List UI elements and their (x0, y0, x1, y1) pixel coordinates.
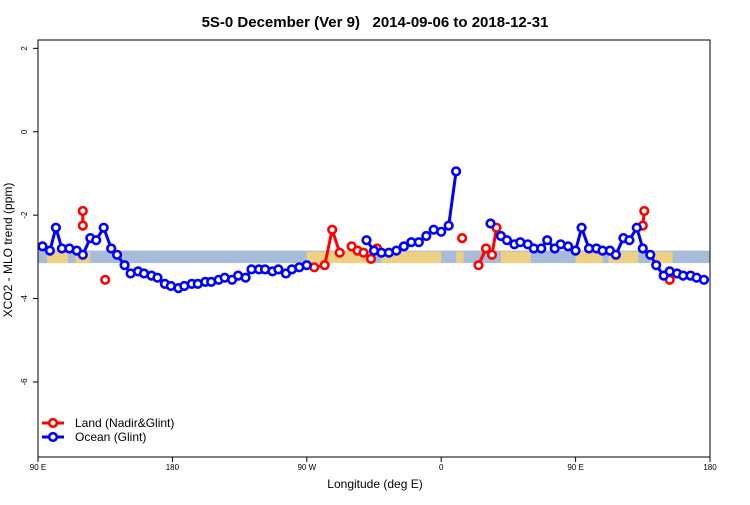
legend-land-marker (47, 417, 59, 429)
land-point-2-3 (334, 247, 345, 258)
x-axis-label: Longitude (deg E) (327, 477, 422, 491)
ocean-point-3-30 (698, 274, 710, 285)
ocean-point-3-19 (624, 235, 635, 246)
land-mask-7 (608, 251, 639, 264)
land-point-2-1 (319, 260, 330, 271)
land-point-1-0 (100, 274, 111, 285)
ocean-point-3-11 (570, 245, 581, 256)
legend: Land (Nadir&Glint)Ocean (Glint) (42, 416, 174, 444)
ocean-point-0-39 (301, 260, 312, 271)
y-tick-label-1: 0 (20, 129, 29, 134)
land-mask-6 (575, 251, 603, 264)
ocean-point-0-17 (152, 272, 163, 283)
land-point-3-3 (365, 253, 377, 264)
ocean-point-0-11 (111, 249, 123, 260)
ocean-point-0-35 (273, 264, 284, 275)
ocean-point-2-0 (485, 218, 496, 229)
ocean-point-1-4 (391, 245, 402, 256)
ocean-point-3-12 (576, 222, 587, 233)
ocean-point-3-1 (501, 235, 513, 246)
y-tick-label-0: 2 (20, 46, 29, 51)
x-tick-label-0: 90 E (30, 463, 46, 472)
ocean-point-0-0 (37, 241, 48, 252)
ocean-point-1-12 (451, 166, 462, 177)
x-tick-label-2: 90 W (297, 463, 316, 472)
land-point-0-1 (77, 205, 88, 217)
ocean-point-1-8 (421, 230, 432, 242)
land-point-3-2 (358, 247, 369, 258)
land-point-5-0 (473, 260, 484, 271)
ocean-point-3-20 (631, 222, 642, 233)
ocean-point-3-22 (645, 249, 656, 260)
land-mask-3 (381, 251, 442, 264)
land-point-6-1 (639, 205, 650, 217)
plot-frame (37, 39, 711, 458)
x-tick-label-3: 0 (439, 463, 444, 472)
ocean-point-0-8 (91, 235, 102, 246)
x-tick-label-4: 90 E (567, 463, 583, 472)
ocean-point-1-0 (361, 235, 372, 246)
legend-ocean-marker (47, 431, 59, 443)
ocean-point-1-10 (436, 226, 447, 237)
ocean-point-3-21 (637, 243, 648, 254)
ocean-point-3-17 (610, 249, 622, 260)
land-point-5-2 (486, 249, 498, 260)
ocean-point-0-6 (77, 249, 88, 260)
y-tick-label-2: -2 (20, 211, 29, 219)
axes: 90 E 180 90 W 0 90 E 180 2 0 -2 -4 -6 (20, 39, 717, 472)
y-tick-label-4: -6 (20, 378, 29, 386)
ocean-point-0-2 (50, 222, 62, 233)
ocean-point-0-10 (106, 243, 117, 254)
x-tick-label-5: 180 (703, 463, 717, 472)
ocean-point-0-1 (44, 245, 56, 256)
ocean-point-0-30 (240, 272, 251, 283)
ocean-point-3-23 (651, 260, 662, 271)
ocean-point-3-6 (536, 243, 547, 254)
ocean-point-0-12 (119, 260, 130, 271)
land-point-0-0 (77, 220, 88, 231)
ocean-point-1-5 (398, 241, 410, 252)
land-point-4-0 (457, 233, 468, 244)
ocean-point-1-7 (413, 237, 424, 248)
plot-area (37, 166, 710, 294)
land-point-5-1 (480, 243, 492, 254)
x-tick-label-1: 180 (166, 463, 180, 472)
land-mask-8 (650, 251, 673, 264)
y-axis-label: XCO2 - MLO trend (ppm) (1, 183, 15, 318)
legend-ocean-label: Ocean (Glint) (75, 430, 146, 444)
y-tick-label-3: -4 (20, 294, 29, 302)
land-mask-4 (456, 251, 464, 264)
legend-land-label: Land (Nadir&Glint) (75, 416, 174, 430)
ocean-point-3-7 (542, 235, 553, 246)
land-mask-0 (46, 251, 68, 264)
land-series-line-2 (314, 228, 342, 269)
ocean-point-0-9 (98, 222, 109, 233)
ocean-point-3-10 (562, 241, 574, 252)
ocean-point-1-11 (443, 220, 454, 231)
land-mask-5 (500, 251, 531, 264)
chart-title: 5S-0 December (Ver 9) 2014-09-06 to 2018… (202, 14, 549, 31)
land-point-2-2 (327, 224, 338, 235)
